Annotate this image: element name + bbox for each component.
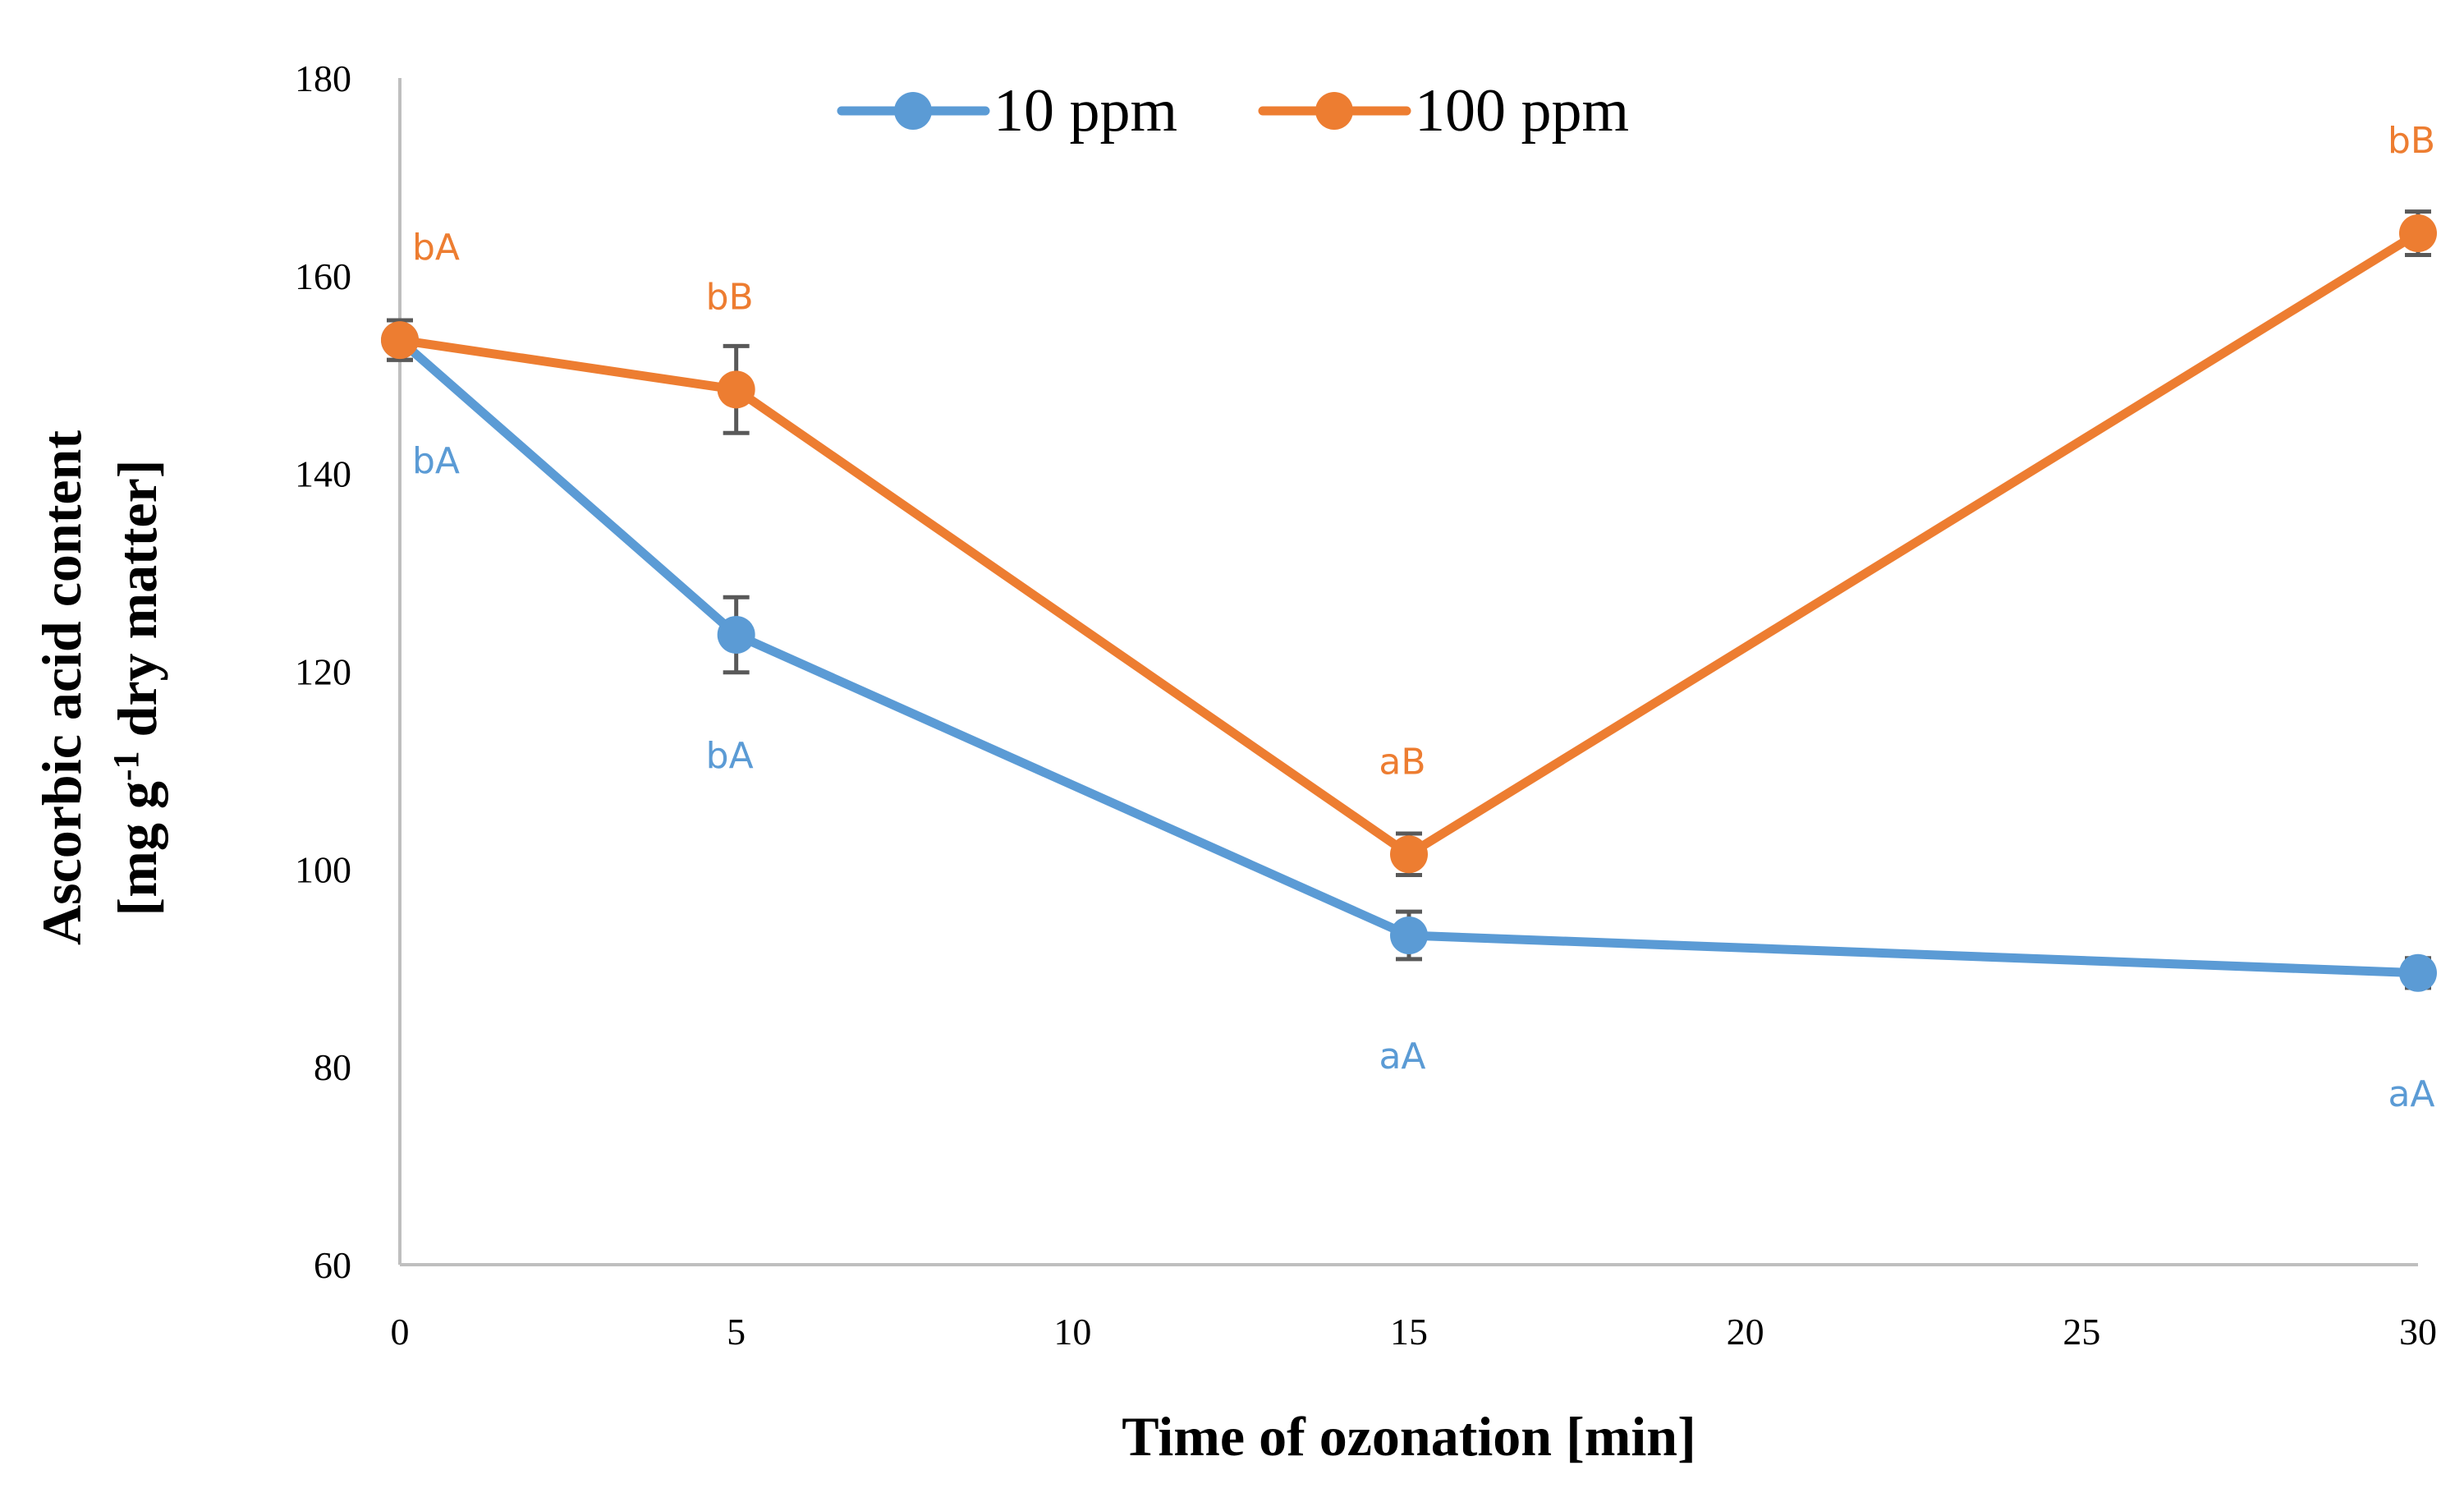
series-line	[395, 335, 2423, 978]
y-tick-label: 80	[314, 1046, 351, 1088]
x-axis-title: Time of ozonation [min]	[1122, 1405, 1696, 1468]
x-tick-label: 10	[1053, 1311, 1091, 1353]
y-axis-title-unit-post: dry matter]	[106, 460, 168, 751]
data-point	[381, 321, 419, 360]
axes	[398, 78, 2418, 1266]
data-point	[717, 370, 755, 409]
y-axis-title: Ascorbic acid content [mg g-1 dry matter…	[30, 430, 168, 945]
legend-marker-2	[1315, 92, 1353, 130]
x-tick-label: 25	[2063, 1311, 2100, 1353]
y-axis-title-unit-sup: -1	[106, 751, 146, 782]
series-10-ppm: bA bA aA aA	[381, 318, 2437, 1115]
data-point	[717, 615, 755, 654]
x-tick-labels: 0 5 10 15 20 25 30	[391, 1311, 2438, 1353]
data-label: aA	[2388, 1073, 2434, 1115]
x-tick-label: 30	[2399, 1311, 2437, 1353]
y-axis-title-unit-pre: [mg g	[106, 781, 168, 916]
legend: 10 ppm 100 ppm	[837, 77, 1629, 145]
y-axis-title-line1: Ascorbic acid content	[30, 430, 93, 945]
legend-item: 10 ppm	[837, 77, 1177, 145]
plot-area: bA bA aA aA bA bB aB bB	[381, 120, 2437, 1115]
data-label: bB	[2388, 120, 2435, 162]
x-tick-label: 20	[1727, 1311, 1764, 1353]
series-100-ppm: bA bB aB bB	[381, 120, 2437, 878]
y-axis-title-line2: [mg g-1 dry matter]	[106, 460, 168, 916]
data-label: bA	[412, 440, 460, 482]
data-label: bA	[412, 227, 460, 269]
legend-item: 100 ppm	[1258, 77, 1629, 145]
data-label: bB	[706, 276, 754, 318]
x-tick-label: 5	[727, 1311, 746, 1353]
data-point	[1390, 916, 1428, 955]
y-tick-labels: 60 80 100 120 140 160 180	[295, 57, 351, 1286]
y-tick-label: 180	[295, 57, 351, 99]
legend-marker-1	[894, 92, 932, 130]
x-tick-label: 15	[1390, 1311, 1428, 1353]
data-point	[2399, 214, 2437, 253]
data-label: aA	[1379, 1036, 1425, 1077]
data-label: bA	[706, 735, 754, 777]
legend-label: 100 ppm	[1415, 77, 1629, 145]
y-tick-label: 60	[314, 1244, 351, 1286]
y-tick-label: 120	[295, 651, 351, 693]
series-line	[395, 228, 2423, 859]
legend-label: 10 ppm	[993, 77, 1177, 145]
x-tick-label: 0	[391, 1311, 410, 1353]
y-tick-label: 100	[295, 848, 351, 890]
y-tick-label: 160	[295, 255, 351, 297]
y-tick-label: 140	[295, 453, 351, 495]
data-point	[2399, 953, 2437, 992]
data-point	[1390, 835, 1428, 874]
data-label: aB	[1379, 741, 1425, 783]
